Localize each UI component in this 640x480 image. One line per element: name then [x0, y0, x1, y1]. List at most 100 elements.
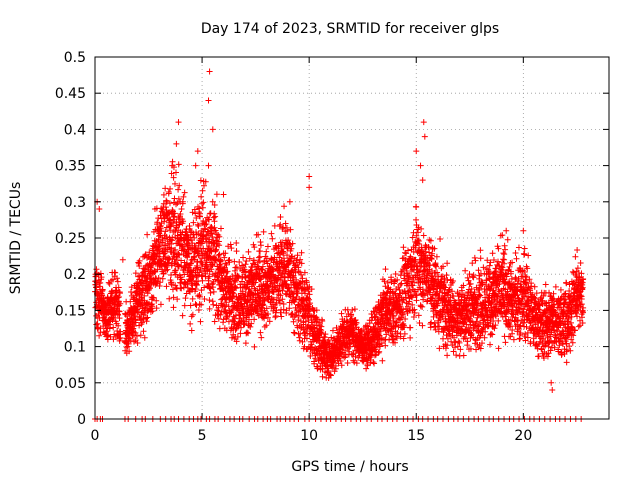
data-point — [163, 264, 170, 271]
data-point — [171, 210, 178, 217]
data-point — [233, 248, 240, 255]
data-point — [521, 245, 528, 252]
data-point — [137, 332, 144, 339]
data-point — [168, 272, 175, 279]
data-point — [420, 232, 427, 239]
data-point — [143, 315, 150, 322]
data-point — [197, 177, 204, 184]
data-point — [114, 294, 121, 301]
data-point — [209, 198, 216, 205]
data-point — [413, 148, 420, 155]
y-axis-label: SRMTID / TECUs — [8, 182, 24, 295]
data-point — [194, 148, 201, 155]
data-point — [211, 318, 218, 325]
data-point — [171, 267, 178, 274]
data-point — [255, 231, 262, 238]
data-point — [201, 284, 208, 291]
data-point — [198, 200, 205, 207]
data-point — [197, 318, 204, 325]
data-point — [291, 330, 298, 337]
data-point — [181, 302, 188, 309]
data-point — [179, 229, 186, 236]
y-tick-label: 0.45 — [55, 86, 86, 102]
data-point — [213, 237, 220, 244]
data-point — [240, 254, 247, 261]
x-tick-label: 15 — [407, 428, 425, 444]
data-point — [138, 321, 145, 328]
y-tick-label: 0.3 — [64, 195, 86, 211]
data-point — [269, 235, 276, 242]
data-point — [200, 199, 207, 206]
data-point — [166, 200, 173, 207]
data-point — [175, 161, 182, 168]
y-tick-label: 0.35 — [55, 159, 86, 175]
data-point — [563, 280, 570, 287]
data-point — [407, 334, 414, 341]
data-point — [379, 357, 386, 364]
data-point — [133, 332, 140, 339]
data-point — [127, 298, 134, 305]
data-point — [419, 177, 426, 184]
data-point — [177, 210, 184, 217]
data-point — [162, 204, 169, 211]
data-point — [205, 97, 212, 104]
data-point — [129, 326, 136, 333]
data-point — [256, 253, 263, 260]
data-point — [577, 259, 584, 266]
data-point — [258, 334, 265, 341]
data-point — [206, 297, 213, 304]
data-point — [557, 286, 564, 293]
data-point — [264, 243, 271, 250]
y-tick-label: 0.1 — [64, 340, 86, 356]
data-point — [221, 265, 228, 272]
data-point — [290, 329, 297, 336]
data-point — [163, 198, 170, 205]
data-point — [206, 305, 213, 312]
data-point — [272, 312, 279, 319]
data-point — [181, 189, 188, 196]
data-point — [180, 193, 187, 200]
data-point — [205, 228, 212, 235]
data-point — [96, 206, 103, 213]
data-point — [344, 359, 351, 366]
data-point — [134, 339, 141, 346]
x-tick-label: 5 — [198, 428, 207, 444]
data-point — [162, 185, 169, 192]
data-point — [549, 387, 556, 394]
data-point — [268, 230, 275, 237]
x-tick-label: 0 — [91, 428, 100, 444]
data-point — [206, 216, 213, 223]
data-point — [155, 246, 162, 253]
data-point — [182, 295, 189, 302]
data-point — [131, 322, 138, 329]
data-point — [175, 186, 182, 193]
data-point — [176, 221, 183, 228]
data-point — [263, 248, 270, 255]
data-point — [205, 162, 212, 169]
data-point — [160, 191, 167, 198]
data-point — [382, 266, 389, 273]
data-point — [501, 251, 508, 258]
data-point — [232, 264, 239, 271]
data-point — [125, 340, 132, 347]
data-point — [172, 169, 179, 176]
data-point — [178, 285, 185, 292]
data-point — [147, 301, 154, 308]
data-point — [351, 306, 358, 313]
axis-ticks: 00.050.10.150.20.250.30.350.40.450.50 5 10… — [55, 50, 609, 444]
data-point — [109, 276, 116, 283]
data-point — [123, 344, 130, 351]
data-point — [170, 213, 177, 220]
data-point — [181, 271, 188, 278]
data-point — [513, 255, 520, 262]
data-point — [413, 203, 420, 210]
data-point — [417, 162, 424, 169]
data-point — [175, 262, 182, 269]
data-point — [144, 290, 151, 297]
data-point — [195, 306, 202, 313]
data-point — [255, 254, 262, 261]
data-point — [162, 228, 169, 235]
data-point — [97, 279, 104, 286]
data-point — [115, 312, 122, 319]
